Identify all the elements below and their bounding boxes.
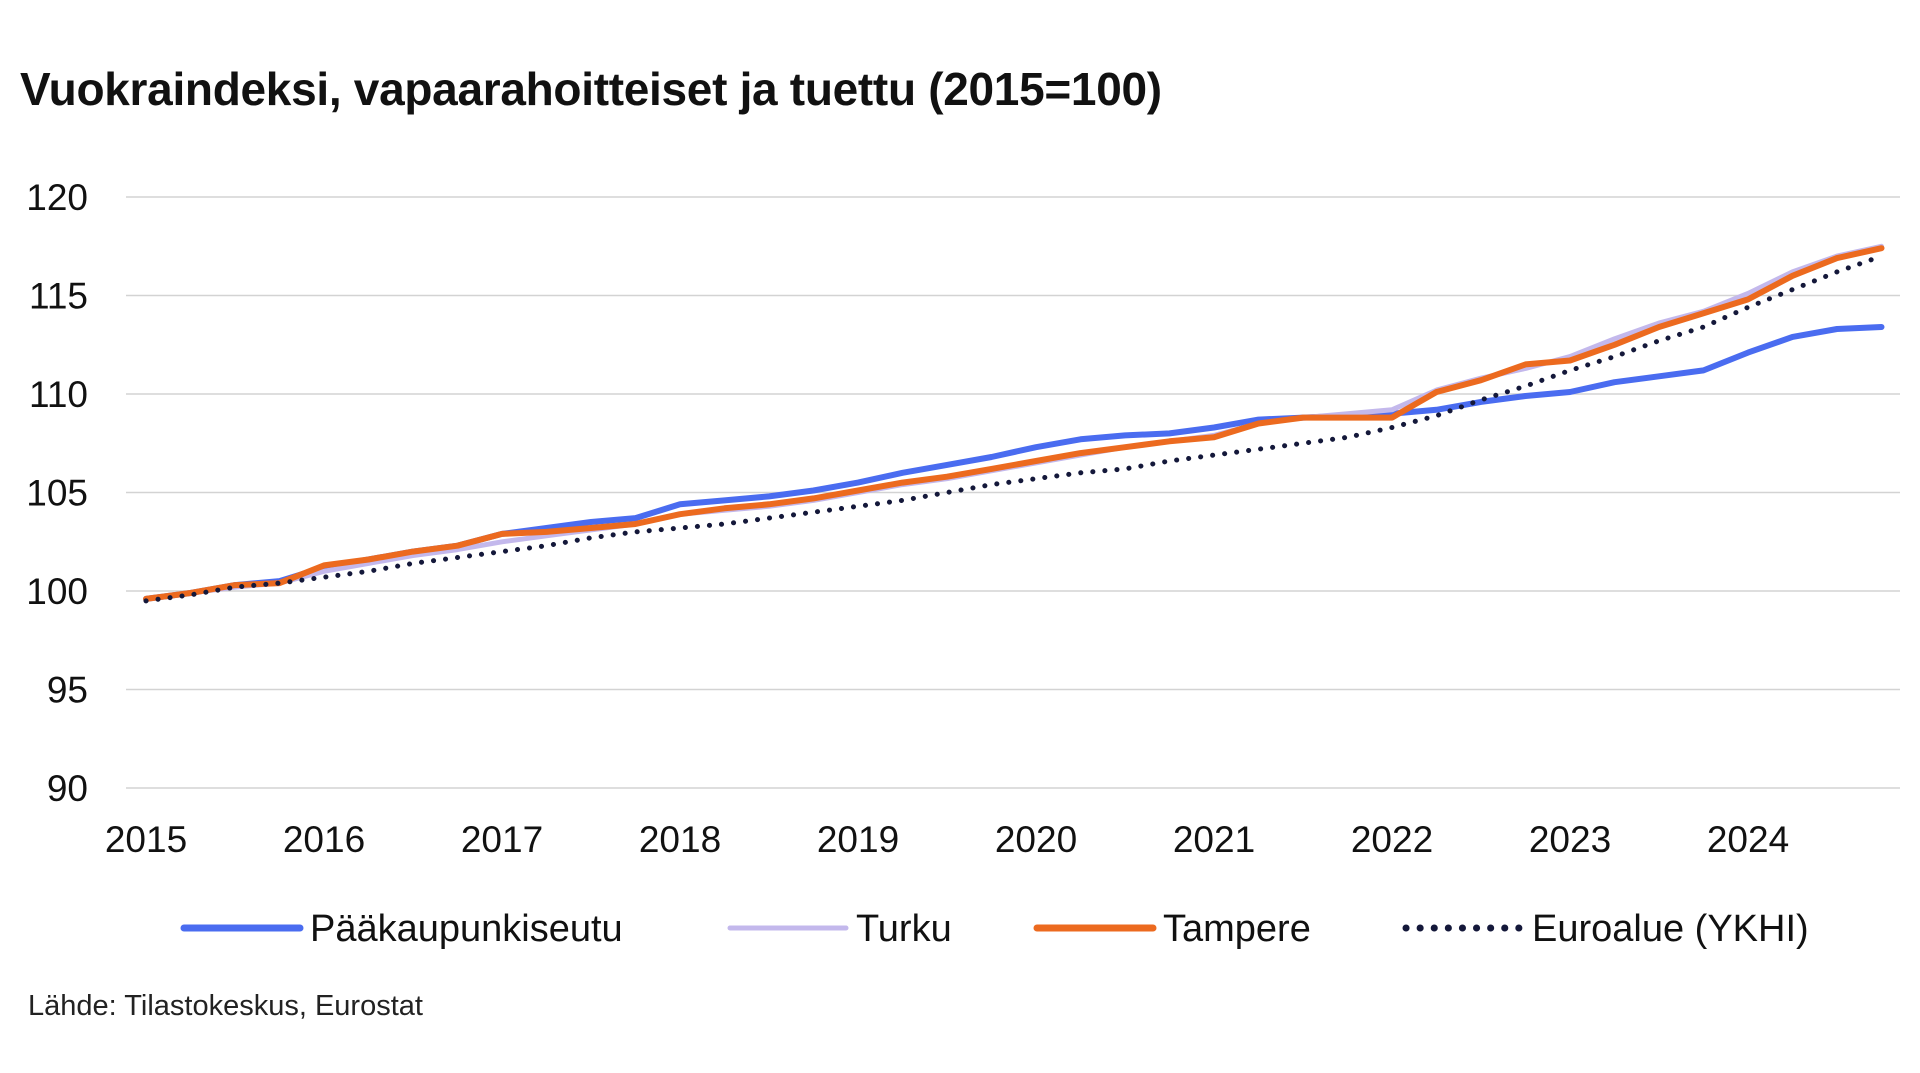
legend-label-pääkaupunkiseutu: Pääkaupunkiseutu bbox=[310, 908, 623, 950]
legend: Pääkaupunkiseutu Turku Tampere Euroalue (YK… bbox=[180, 908, 1809, 950]
x-tick-label-2021: 2021 bbox=[1173, 819, 1255, 860]
x-tick-label-2023: 2023 bbox=[1529, 819, 1611, 860]
y-tick-label-105: 105 bbox=[26, 473, 88, 514]
x-tick-label-2015: 2015 bbox=[105, 819, 187, 860]
legend-label-tampere: Tampere bbox=[1163, 908, 1311, 950]
y-tick-label-115: 115 bbox=[29, 276, 88, 317]
y-tick-label-95: 95 bbox=[47, 670, 88, 711]
source-note: Lähde: Tilastokeskus, Eurostat bbox=[28, 990, 423, 1022]
x-tick-label-2018: 2018 bbox=[639, 819, 721, 860]
x-tick-label-2020: 2020 bbox=[995, 819, 1077, 860]
legend-label-euroalue-ykhi: Euroalue (YKHI) bbox=[1532, 908, 1809, 950]
x-tick-label-2022: 2022 bbox=[1351, 819, 1433, 860]
x-tick-label-2024: 2024 bbox=[1707, 819, 1789, 860]
series-line-tampere bbox=[143, 245, 1885, 602]
series-line-euroalue-ykhi bbox=[143, 253, 1884, 604]
y-tick-label-100: 100 bbox=[26, 571, 88, 612]
gridlines bbox=[126, 196, 1900, 789]
y-axis-ticks: 90 95 100 105 110 115 120 bbox=[26, 177, 88, 809]
y-tick-label-90: 90 bbox=[47, 768, 88, 809]
series-line-turku bbox=[143, 243, 1884, 602]
y-tick-label-120: 120 bbox=[26, 177, 88, 218]
legend-label-turku: Turku bbox=[856, 908, 952, 950]
x-axis-ticks: 2015 2016 2017 2018 2019 2020 2021 2022 2023 2024 bbox=[105, 819, 1789, 860]
x-tick-label-2019: 2019 bbox=[817, 819, 899, 860]
y-tick-label-110: 110 bbox=[29, 374, 88, 415]
chart-title: Vuokraindeksi, vapaarahoitteiset ja tuet… bbox=[20, 63, 1162, 115]
x-tick-label-2016: 2016 bbox=[283, 819, 365, 860]
x-tick-label-2017: 2017 bbox=[461, 819, 543, 860]
series-lines bbox=[143, 243, 1885, 604]
